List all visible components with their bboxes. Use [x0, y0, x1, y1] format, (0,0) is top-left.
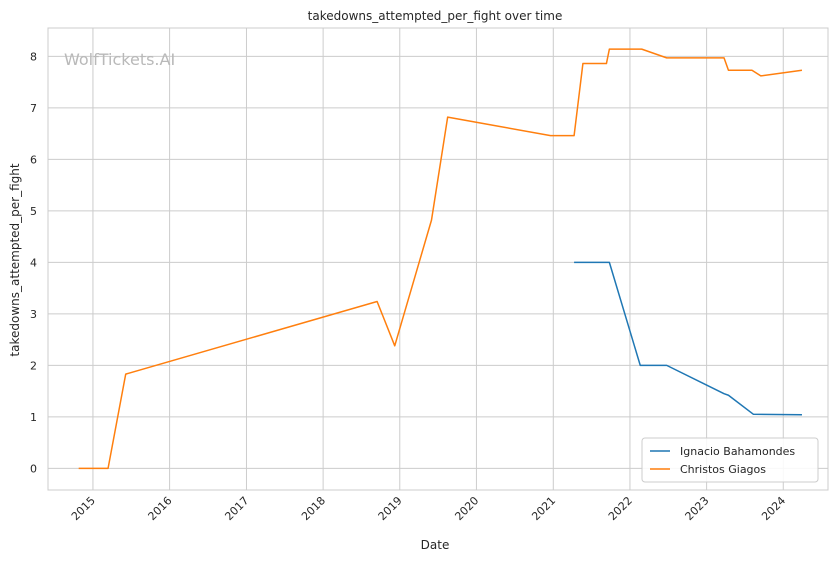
legend-label: Ignacio Bahamondes — [680, 445, 795, 458]
plot-area — [47, 27, 829, 491]
series-line-christos-giagos — [78, 48, 803, 470]
y-tick-label: 0 — [30, 462, 37, 475]
x-axis-label: Date — [421, 538, 450, 552]
series-lines — [78, 48, 803, 470]
y-tick-label: 2 — [30, 359, 37, 372]
plot-frame — [47, 27, 829, 491]
y-tick-label: 8 — [30, 50, 37, 63]
watermark: WolfTickets.AI — [64, 50, 175, 69]
y-tick-label: 1 — [30, 411, 37, 424]
legend-box — [641, 437, 819, 483]
y-tick-label: 6 — [30, 153, 37, 166]
legend: Ignacio Bahamondes Christos Giagos — [641, 437, 819, 483]
y-tick-label: 5 — [30, 205, 37, 218]
legend-label: Christos Giagos — [680, 463, 766, 476]
y-axis-label: takedowns_attempted_per_fight — [8, 163, 22, 356]
y-tick-label: 4 — [30, 256, 37, 269]
chart-title: takedowns_attempted_per_fight over time — [308, 9, 563, 23]
y-tick-label: 7 — [30, 102, 37, 115]
series-line-ignacio-bahamondes — [574, 261, 802, 416]
y-tick-label: 3 — [30, 308, 37, 321]
